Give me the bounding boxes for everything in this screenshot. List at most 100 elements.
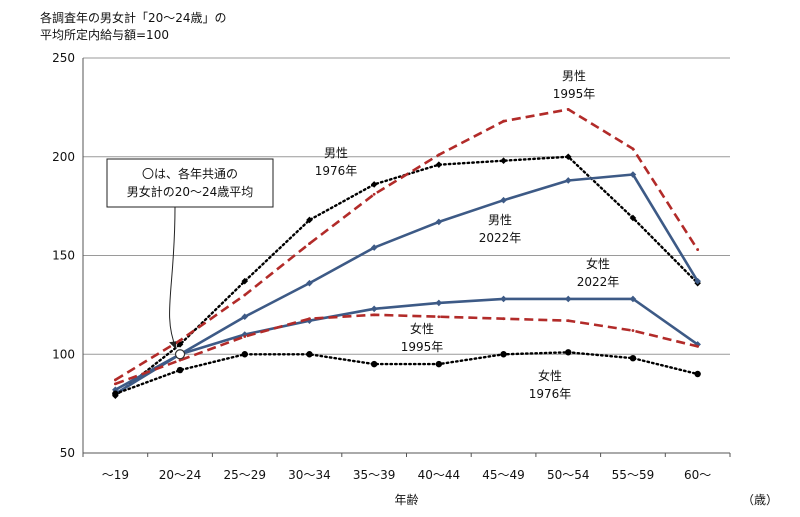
x-tick-label: 30～34: [288, 468, 331, 482]
data-point: [629, 171, 637, 178]
data-point: [694, 370, 701, 378]
reference-point: [174, 349, 186, 360]
data-point: [241, 313, 249, 321]
data-point: [113, 378, 117, 382]
data-point: [370, 305, 378, 313]
data-point: [243, 335, 247, 338]
data-point: [694, 277, 701, 285]
data-point: [696, 248, 700, 251]
data-point: [306, 216, 313, 224]
data-point: [631, 329, 635, 332]
x-axis-label: 年齢: [394, 492, 418, 507]
data-point: [629, 355, 637, 362]
annotation-box: [106, 158, 274, 208]
data-point: [435, 360, 443, 368]
x-tick-label: ～19: [102, 468, 129, 482]
x-tick-label: 45～49: [482, 468, 525, 482]
data-point: [308, 317, 311, 321]
data-point: [306, 351, 313, 358]
x-tick-label: 20～24: [159, 468, 202, 482]
series-line: [114, 108, 699, 382]
data-point: [566, 107, 570, 111]
y-tick-label: 50: [60, 446, 75, 460]
data-point: [308, 242, 311, 246]
data-point: [112, 386, 119, 394]
series-label: 男性: [488, 213, 512, 227]
x-tick-label: 50～54: [547, 468, 590, 482]
data-point: [372, 313, 376, 317]
data-point: [241, 277, 249, 285]
series-line: [114, 173, 699, 391]
data-point: [435, 161, 443, 168]
labels: 各調査年の男女計「20～24歳」の平均所定内給与額=100男性1976年男性19…: [40, 10, 619, 401]
chart-subtitle: 平均所定内給与額=100: [40, 27, 169, 42]
annotation-text: 男女計の20～24歳平均: [127, 184, 254, 199]
data-point: [178, 358, 182, 362]
data-point: [502, 317, 505, 321]
x-tick-label: 40～44: [418, 468, 461, 482]
data-point: [629, 295, 637, 303]
data-point: [113, 382, 117, 386]
x-tick-label: 55～59: [612, 468, 655, 482]
data-point: [564, 295, 572, 303]
x-tick-label: 35～39: [353, 468, 396, 482]
data-point: [629, 214, 637, 222]
data-point: [566, 319, 570, 323]
data-point: [696, 344, 700, 348]
series-4: [113, 313, 700, 386]
data-point: [564, 177, 572, 184]
series-3: [112, 295, 701, 398]
data-point: [565, 349, 572, 356]
series-1: [113, 107, 700, 382]
series-label: 2022年: [577, 275, 620, 289]
y-tick-label: 150: [52, 249, 75, 263]
series-line: [114, 155, 699, 397]
series-label: 女性: [410, 321, 434, 336]
data-point: [370, 244, 378, 251]
data-point: [437, 153, 441, 157]
series-line: [114, 351, 699, 395]
data-point: [306, 317, 313, 324]
series-label: 1995年: [401, 340, 444, 354]
data-point: [500, 351, 507, 358]
y-tick-label: 250: [52, 51, 75, 65]
series-0: [112, 153, 701, 400]
data-point: [372, 192, 376, 196]
data-point: [631, 147, 635, 151]
data-point: [437, 315, 441, 319]
data-point: [500, 157, 507, 164]
series-5: [112, 349, 701, 397]
data-point: [112, 390, 119, 397]
data-point: [178, 339, 182, 342]
series: [112, 107, 701, 400]
x-axis-unit: （歳）: [742, 493, 778, 507]
annotation-arrowhead: [169, 341, 177, 350]
x-tick-label: 25～29: [223, 468, 266, 482]
series-label: 1976年: [529, 387, 572, 401]
series-label: 2022年: [479, 231, 522, 245]
series-label: 女性: [538, 368, 562, 383]
chart-title: 各調査年の男女計「20～24歳」の: [40, 10, 227, 25]
annotation-text: 〇は、各年共通の: [142, 166, 238, 181]
data-point: [241, 351, 248, 358]
series-label: 男性: [324, 146, 348, 160]
data-point: [435, 299, 443, 307]
x-tick-label: 60～: [684, 468, 711, 482]
data-point: [500, 295, 507, 303]
series-line: [114, 297, 699, 395]
data-point: [306, 279, 313, 287]
series-label: 女性: [586, 256, 610, 271]
series-label: 男性: [562, 69, 586, 83]
data-point: [176, 366, 184, 374]
data-point: [370, 181, 378, 188]
annotation-leader: [169, 206, 177, 349]
series-line: [114, 313, 698, 386]
data-point: [241, 331, 249, 338]
data-point: [435, 218, 443, 226]
data-point: [564, 153, 572, 161]
series-label: 1995年: [553, 87, 596, 101]
y-tick-label: 100: [52, 347, 75, 361]
series-label: 1976年: [315, 164, 358, 178]
